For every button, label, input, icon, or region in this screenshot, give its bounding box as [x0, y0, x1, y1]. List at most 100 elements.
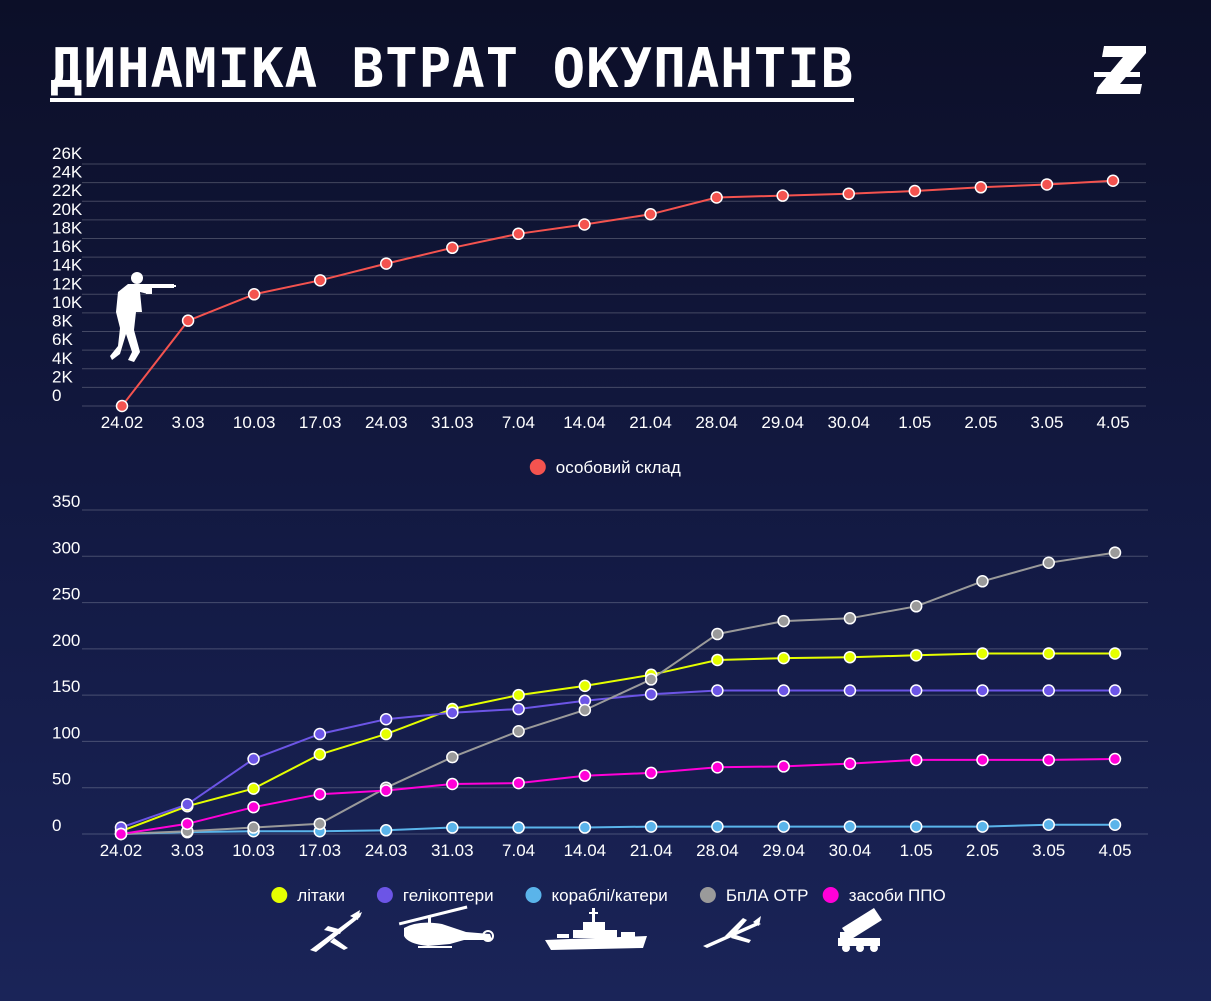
personnel-legend-label: особовий склад — [556, 458, 681, 477]
equipment-x-tick-label: 24.03 — [365, 841, 408, 860]
air-defense-icon — [838, 908, 882, 952]
personnel-series — [115, 174, 1120, 413]
equipment-data-point — [1042, 753, 1055, 767]
personnel-y-tick-label: 24K — [52, 163, 83, 182]
equipment-data-point — [247, 800, 260, 814]
equipment-data-point — [843, 684, 857, 697]
equipment-series — [114, 546, 1122, 841]
personnel-y-tick-label: 8K — [52, 312, 73, 331]
drone-icon — [703, 916, 761, 948]
equipment-data-point — [446, 777, 459, 791]
equipment-data-point — [578, 679, 592, 693]
equipment-legend-swatch — [699, 887, 716, 903]
personnel-data-point — [974, 181, 988, 194]
personnel-y-tick-label: 20K — [52, 200, 83, 219]
equipment-data-point — [247, 782, 260, 795]
personnel-legend: особовий склад — [529, 458, 681, 477]
personnel-x-tick-label: 2.05 — [964, 413, 997, 432]
equipment-x-tick-label: 24.02 — [100, 841, 143, 860]
equipment-data-point — [512, 776, 525, 790]
equipment-data-point — [578, 821, 592, 834]
equipment-data-point — [777, 614, 790, 628]
personnel-data-point — [842, 187, 855, 201]
personnel-legend-swatch — [529, 459, 546, 475]
page-title: ДИНАМІКА ВТРАТ ОКУПАНТІВ — [50, 37, 855, 102]
equipment-data-point — [909, 684, 923, 697]
personnel-data-point — [578, 218, 591, 231]
equipment-data-point — [313, 727, 327, 741]
equipment-legend-label: гелікоптери — [403, 886, 494, 905]
equipment-data-point — [512, 724, 525, 738]
equipment-data-point — [843, 612, 857, 625]
personnel-x-tick-label: 7.04 — [502, 413, 535, 432]
equipment-data-point — [644, 820, 658, 833]
equipment-x-tick-label: 31.03 — [431, 841, 474, 860]
personnel-x-axis: 24.02 3.03 10.03 17.03 24.03 31.03 7.04 14.04 21… — [101, 413, 1130, 432]
personnel-y-tick-label: 0 — [52, 386, 61, 405]
equipment-data-point — [711, 684, 724, 697]
equipment-chart: 350 300 250 200 150 100 50 0 24.02 3.03 10.03 17.0… — [52, 492, 1148, 952]
personnel-data-point — [512, 227, 525, 241]
personnel-x-tick-label: 24.02 — [101, 413, 144, 432]
personnel-x-tick-label: 1.05 — [898, 413, 931, 432]
equipment-x-tick-label: 14.04 — [564, 841, 607, 860]
equipment-data-point — [843, 820, 857, 833]
equipment-data-point — [843, 650, 857, 664]
equipment-data-point — [644, 687, 658, 701]
personnel-y-tick-label: 6K — [52, 330, 73, 349]
equipment-data-point — [446, 821, 459, 834]
personnel-y-tick-label: 26K — [52, 144, 83, 163]
equipment-data-point — [644, 673, 658, 686]
airplane-icon — [310, 910, 362, 952]
personnel-data-point — [1106, 174, 1120, 188]
equipment-data-point — [512, 688, 525, 702]
equipment-legend-swatch — [271, 887, 288, 903]
personnel-x-tick-label: 17.03 — [299, 413, 342, 432]
equipment-y-tick-label: 300 — [52, 538, 80, 557]
equipment-data-point — [976, 684, 989, 697]
equipment-grid — [82, 509, 1148, 835]
equipment-legend-item: кораблі/катери — [525, 886, 668, 905]
personnel-data-point — [247, 288, 261, 301]
personnel-y-tick-label: 18K — [52, 218, 83, 237]
personnel-data-point — [908, 184, 922, 198]
personnel-x-tick-label: 31.03 — [431, 413, 474, 432]
equipment-data-point — [711, 820, 724, 833]
personnel-x-tick-label: 28.04 — [695, 413, 738, 432]
equipment-data-point — [1108, 752, 1122, 766]
equipment-data-point — [1042, 556, 1055, 570]
personnel-y-tick-label: 14K — [52, 256, 83, 275]
equipment-data-point — [644, 766, 658, 780]
equipment-y-tick-label: 0 — [52, 816, 61, 835]
equipment-x-tick-label: 28.04 — [696, 841, 739, 860]
personnel-data-point — [446, 241, 459, 255]
equipment-data-point — [976, 575, 989, 588]
equipment-data-point — [777, 651, 790, 665]
soldier-icon — [110, 272, 176, 362]
equipment-series-line-3 — [120, 551, 1116, 835]
equipment-data-point — [711, 653, 724, 667]
equipment-legend-label: літаки — [297, 886, 345, 905]
equipment-data-point — [777, 684, 790, 697]
equipment-y-tick-label: 50 — [52, 770, 71, 789]
equipment-data-point — [1108, 647, 1122, 660]
personnel-data-point — [776, 189, 789, 202]
equipment-data-point — [909, 600, 923, 613]
equipment-legend: літаки гелікоптери кораблі/катери БпЛА ОТР з… — [271, 886, 946, 905]
personnel-y-tick-label: 2K — [52, 367, 73, 386]
personnel-y-tick-label: 4K — [52, 349, 73, 368]
equipment-x-tick-label: 2.05 — [966, 841, 999, 860]
equipment-legend-item: засоби ППО — [822, 886, 946, 905]
equipment-data-point — [181, 798, 194, 811]
equipment-data-point — [313, 817, 327, 831]
personnel-data-point — [313, 274, 327, 287]
equipment-data-point — [777, 760, 790, 773]
personnel-data-point — [380, 257, 393, 270]
equipment-data-point — [379, 784, 393, 797]
equipment-icons — [310, 905, 882, 952]
equipment-series-line-1 — [120, 689, 1115, 829]
equipment-legend-swatch — [376, 887, 393, 903]
